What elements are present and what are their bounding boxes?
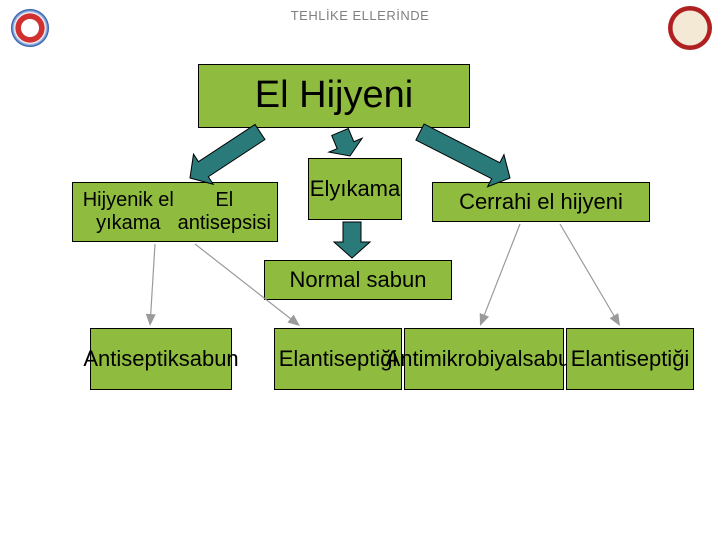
- thin-arrow-head: [610, 313, 620, 326]
- header-title-text: TEHLİKE ELLERİNDE: [291, 8, 430, 23]
- thin-arrow-head: [287, 315, 300, 326]
- box-surgical: Cerrahi el hijyeni: [432, 182, 650, 222]
- box-line: yıkama: [329, 176, 400, 201]
- box-line: El: [310, 176, 330, 201]
- box-line: antiseptiği: [298, 346, 397, 371]
- box-line: El: [571, 346, 591, 371]
- thin-arrow-line: [484, 224, 520, 317]
- block-arrow: [416, 124, 510, 187]
- box-line: El antisepsisi: [178, 189, 271, 235]
- box-line: Hijyenik el yıkama: [79, 189, 178, 235]
- box-root: El Hijyeni: [198, 64, 470, 128]
- box-line: El: [279, 346, 299, 371]
- box-hand-antiseptic-2: Elantiseptiği: [566, 328, 694, 390]
- box-antimicrobial: Antimikrobiyalsabun: [404, 328, 564, 390]
- logo-left: [8, 6, 52, 50]
- box-hygienic: Hijyenik el yıkamaEl antisepsisi: [72, 182, 278, 242]
- box-line: El Hijyeni: [255, 74, 413, 118]
- box-line: Antimikrobiyal: [386, 346, 523, 371]
- block-arrow: [334, 222, 370, 258]
- thin-arrow-head: [480, 313, 489, 326]
- thin-arrow-head: [146, 314, 156, 326]
- page-title: TEHLİKE ELLERİNDE: [0, 8, 720, 23]
- box-antiseptic-soap: Antiseptiksabun: [90, 328, 232, 390]
- thin-arrow-line: [560, 224, 615, 317]
- box-line: Antiseptik: [83, 346, 178, 371]
- box-line: Normal sabun: [290, 267, 427, 292]
- box-normal-soap: Normal sabun: [264, 260, 452, 300]
- block-arrow: [329, 129, 362, 156]
- box-hand-antiseptic-1: Elantiseptiği: [274, 328, 402, 390]
- box-line: Cerrahi el hijyeni: [459, 189, 623, 214]
- box-line: sabun: [179, 346, 239, 371]
- logo-right: [668, 6, 712, 50]
- box-line: antiseptiği: [590, 346, 689, 371]
- thin-arrow-line: [151, 244, 155, 316]
- block-arrow: [190, 124, 265, 184]
- box-washing: Elyıkama: [308, 158, 402, 220]
